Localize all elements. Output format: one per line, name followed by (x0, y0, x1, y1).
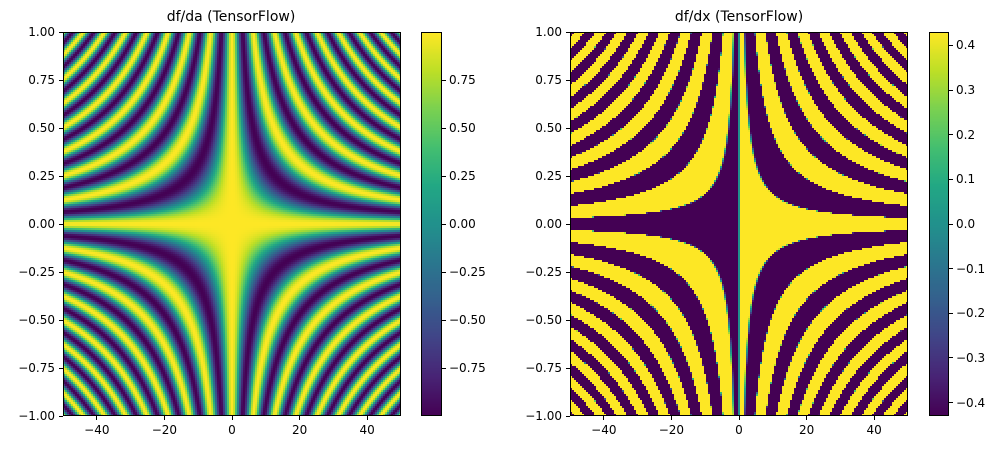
colorbar-tick (442, 175, 446, 177)
colorbar-tick-label: 0.0 (956, 217, 976, 231)
colorbar-tick (949, 223, 953, 225)
x-tick-label: 40 (866, 423, 882, 437)
y-tick-label: −0.25 (18, 265, 55, 279)
y-tick-label: −0.25 (525, 265, 562, 279)
y-tick (59, 31, 63, 33)
x-tick (163, 416, 165, 420)
colorbar-tick-label: −0.75 (449, 361, 486, 375)
x-tick (366, 416, 368, 420)
x-tick (873, 416, 875, 420)
y-tick (566, 127, 570, 129)
y-tick (566, 367, 570, 369)
x-tick (670, 416, 672, 420)
y-tick (59, 175, 63, 177)
colorbar-df-dx (929, 32, 949, 416)
colorbar-tick (442, 271, 446, 273)
colorbar-tick-label: −0.25 (449, 265, 486, 279)
colorbar-tick-label: 0.00 (449, 217, 476, 231)
colorbar-tick-label: −0.2 (956, 306, 986, 321)
y-tick-label: −1.00 (18, 409, 55, 423)
colorbar-tick-label: 0.1 (956, 172, 976, 187)
y-tick (59, 367, 63, 369)
colorbar-tick-label: 0.25 (449, 169, 476, 183)
y-tick (566, 223, 570, 225)
y-tick-label: 0.75 (535, 73, 562, 87)
colorbar-tick (442, 127, 446, 129)
colorbar-tick (949, 44, 953, 46)
y-tick-label: 0.25 (535, 169, 562, 183)
x-tick-label: 0 (228, 423, 236, 437)
colorbar-tick (949, 268, 953, 270)
colorbar-tick-label: 0.2 (956, 127, 976, 142)
y-tick (566, 415, 570, 417)
colorbar-tick-label: −0.50 (449, 313, 486, 327)
colorbar-tick (442, 223, 446, 225)
colorbar-tick-label: −0.3 (956, 350, 986, 365)
colorbar-tick (949, 312, 953, 314)
y-tick (59, 127, 63, 129)
y-tick (566, 31, 570, 33)
y-tick (59, 415, 63, 417)
x-tick-label: 40 (359, 423, 375, 437)
colorbar-tick (442, 319, 446, 321)
y-tick (566, 79, 570, 81)
x-tick-label: −40 (84, 423, 110, 437)
heatmap-df-dx (570, 32, 908, 416)
colorbar-tick (442, 79, 446, 81)
x-tick-label: −20 (151, 423, 178, 437)
colorbar-tick-label: 0.4 (956, 38, 976, 53)
x-tick (738, 416, 740, 420)
y-tick (59, 319, 63, 321)
y-tick-label: −0.50 (525, 313, 562, 327)
y-tick-label: −1.00 (525, 409, 562, 423)
y-tick (59, 79, 63, 81)
x-tick-label: −20 (658, 423, 685, 437)
colorbar-tick (949, 178, 953, 180)
x-tick (96, 416, 98, 420)
x-tick-label: −40 (591, 423, 617, 437)
y-tick-label: 1.00 (28, 25, 55, 39)
colorbar-tick (949, 402, 953, 404)
y-tick (566, 271, 570, 273)
panel-title-df-dx: df/dx (TensorFlow) (674, 9, 804, 25)
colorbar-tick (442, 367, 446, 369)
y-tick-label: −0.75 (18, 361, 55, 375)
y-tick-label: 0.00 (28, 217, 55, 231)
y-tick-label: 0.50 (28, 121, 55, 135)
y-tick (566, 319, 570, 321)
heatmap-df-da (63, 32, 401, 416)
y-tick-label: −0.75 (525, 361, 562, 375)
x-tick-label: 20 (798, 423, 815, 437)
y-tick-label: 0.00 (535, 217, 562, 231)
y-tick-label: 0.75 (28, 73, 55, 87)
x-tick-label: 0 (735, 423, 743, 437)
y-tick-label: 1.00 (535, 25, 562, 39)
colorbar-tick-label: 0.50 (449, 121, 476, 135)
x-tick (231, 416, 233, 420)
x-tick-label: 20 (291, 423, 308, 437)
y-tick (566, 175, 570, 177)
x-tick (603, 416, 605, 420)
y-tick (59, 223, 63, 225)
x-tick (806, 416, 808, 420)
y-tick (59, 271, 63, 273)
colorbar-tick (949, 357, 953, 359)
colorbar-tick (949, 134, 953, 136)
y-tick-label: 0.25 (28, 169, 55, 183)
y-tick-label: 0.50 (535, 121, 562, 135)
colorbar-df-da (421, 32, 442, 416)
colorbar-tick (949, 89, 953, 91)
colorbar-tick-label: 0.3 (956, 83, 976, 98)
panel-title-df-da: df/da (TensorFlow) (166, 9, 296, 25)
colorbar-tick-label: −0.1 (956, 261, 986, 276)
colorbar-tick-label: 0.75 (449, 73, 476, 87)
x-tick (299, 416, 301, 420)
y-tick-label: −0.50 (18, 313, 55, 327)
colorbar-tick-label: −0.4 (956, 395, 986, 410)
